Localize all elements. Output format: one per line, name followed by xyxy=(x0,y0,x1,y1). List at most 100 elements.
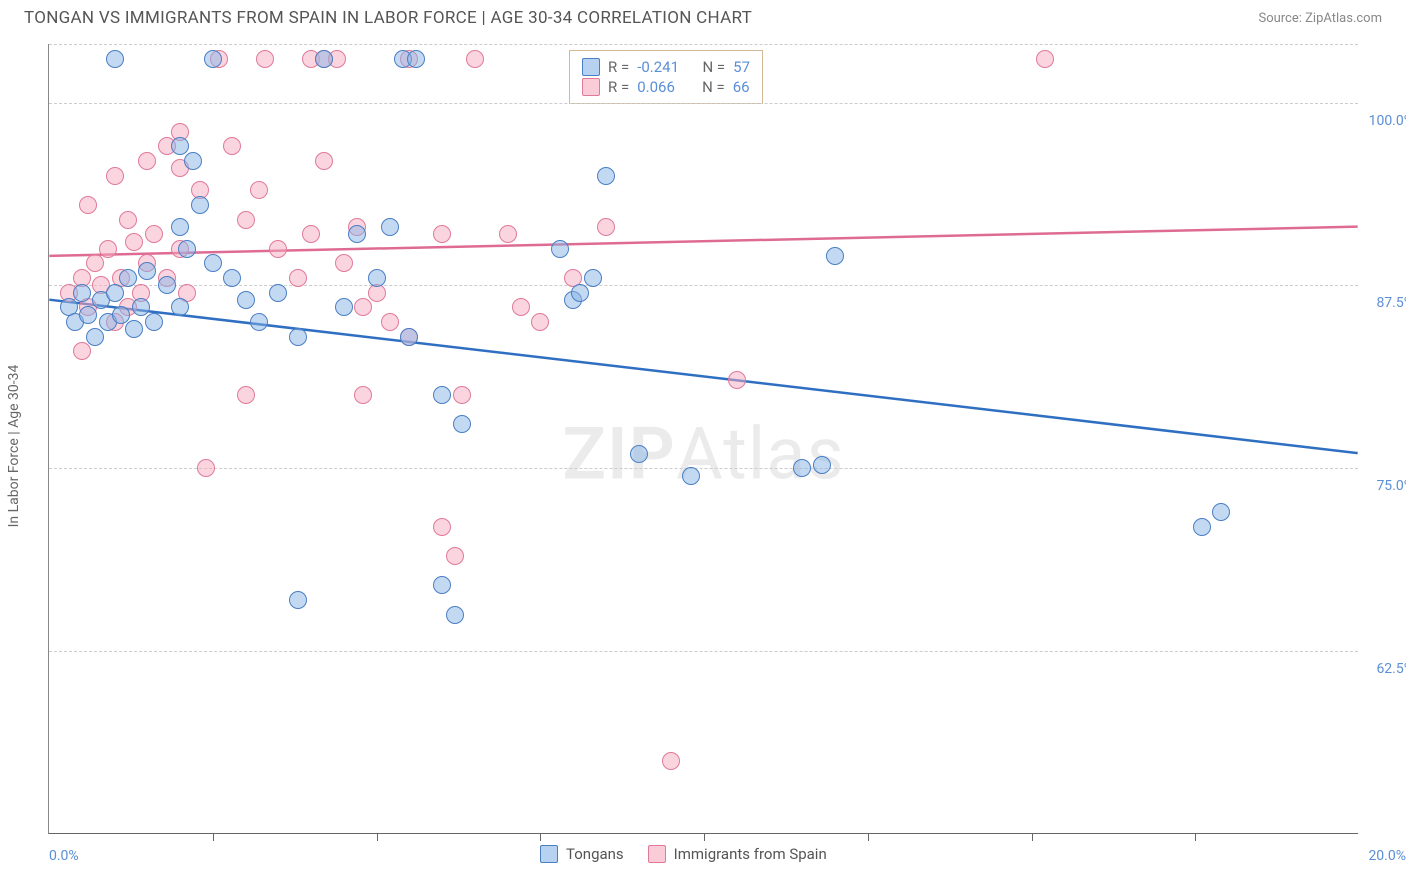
scatter-point-blue xyxy=(446,606,464,624)
scatter-point-blue xyxy=(145,313,163,331)
scatter-point-pink xyxy=(512,298,530,316)
scatter-point-pink xyxy=(433,518,451,536)
scatter-point-pink xyxy=(223,137,241,155)
scatter-point-pink xyxy=(99,240,117,258)
scatter-point-pink xyxy=(86,254,104,272)
scatter-point-pink xyxy=(73,342,91,360)
scatter-point-blue xyxy=(184,152,202,170)
scatter-point-blue xyxy=(335,298,353,316)
scatter-point-pink xyxy=(381,313,399,331)
y-tick-label: 87.5% xyxy=(1376,295,1406,311)
r-label: R = xyxy=(608,58,629,76)
scatter-point-pink xyxy=(289,269,307,287)
scatter-point-blue xyxy=(630,445,648,463)
scatter-point-blue xyxy=(223,269,241,287)
r-label: R = xyxy=(608,78,629,96)
legend-swatch-blue xyxy=(582,58,600,76)
scatter-point-pink xyxy=(269,240,287,258)
scatter-point-pink xyxy=(197,459,215,477)
y-tick-label: 75.0% xyxy=(1376,478,1406,494)
scatter-point-pink xyxy=(315,152,333,170)
trend-lines xyxy=(49,44,1358,833)
scatter-point-blue xyxy=(1212,503,1230,521)
scatter-point-blue xyxy=(400,328,418,346)
scatter-point-blue xyxy=(315,50,333,68)
x-tick-label: 0.0% xyxy=(49,848,79,864)
scatter-point-blue xyxy=(86,328,104,346)
x-tick xyxy=(213,833,214,841)
scatter-point-blue xyxy=(250,313,268,331)
scatter-point-pink xyxy=(728,371,746,389)
scatter-point-blue xyxy=(79,306,97,324)
scatter-point-pink xyxy=(250,181,268,199)
scatter-point-pink xyxy=(531,313,549,331)
series-name-pink: Immigrants from Spain xyxy=(674,845,827,863)
scatter-point-blue xyxy=(178,240,196,258)
scatter-point-blue xyxy=(407,50,425,68)
scatter-point-blue xyxy=(793,459,811,477)
scatter-point-blue xyxy=(171,298,189,316)
gridline xyxy=(49,468,1358,469)
scatter-point-blue xyxy=(551,240,569,258)
scatter-point-blue xyxy=(348,225,366,243)
scatter-point-blue xyxy=(289,328,307,346)
scatter-point-pink xyxy=(145,225,163,243)
r-value-blue: -0.241 xyxy=(637,58,679,76)
scatter-point-pink xyxy=(499,225,517,243)
scatter-point-pink xyxy=(335,254,353,272)
scatter-point-pink xyxy=(433,225,451,243)
scatter-point-pink xyxy=(597,218,615,236)
x-tick xyxy=(1195,833,1196,841)
legend-swatch-pink xyxy=(582,78,600,96)
legend-swatch-blue xyxy=(540,845,558,863)
gridline xyxy=(49,103,1358,104)
scatter-point-pink xyxy=(354,298,372,316)
trendline-pink xyxy=(49,227,1357,256)
gridline xyxy=(49,44,1358,45)
scatter-point-blue xyxy=(204,254,222,272)
scatter-point-blue xyxy=(158,276,176,294)
scatter-point-blue xyxy=(125,320,143,338)
scatter-point-pink xyxy=(256,50,274,68)
n-value-blue: 57 xyxy=(733,58,750,76)
scatter-point-blue xyxy=(106,284,124,302)
page-title: TONGAN VS IMMIGRANTS FROM SPAIN IN LABOR… xyxy=(24,8,752,28)
scatter-point-blue xyxy=(138,262,156,280)
scatter-point-blue xyxy=(171,137,189,155)
scatter-point-blue xyxy=(269,284,287,302)
scatter-point-blue xyxy=(381,218,399,236)
scatter-point-blue xyxy=(826,247,844,265)
scatter-point-blue xyxy=(682,467,700,485)
scatter-point-pink xyxy=(125,233,143,251)
scatter-point-blue xyxy=(584,269,602,287)
scatter-point-pink xyxy=(302,225,320,243)
scatter-point-pink xyxy=(354,386,372,404)
scatter-point-blue xyxy=(1193,518,1211,536)
y-tick-label: 100.0% xyxy=(1369,113,1406,129)
scatter-point-blue xyxy=(597,167,615,185)
scatter-point-blue xyxy=(433,386,451,404)
scatter-point-blue xyxy=(204,50,222,68)
scatter-point-blue xyxy=(132,298,150,316)
x-tick xyxy=(704,833,705,841)
y-axis-label: In Labor Force | Age 30-34 xyxy=(6,365,22,528)
r-value-pink: 0.066 xyxy=(637,78,675,96)
scatter-point-blue xyxy=(453,415,471,433)
scatter-point-blue xyxy=(813,456,831,474)
scatter-point-pink xyxy=(446,547,464,565)
trendline-blue xyxy=(49,300,1357,453)
n-label: N = xyxy=(702,78,725,96)
x-tick xyxy=(1032,833,1033,841)
scatter-point-blue xyxy=(73,284,91,302)
scatter-point-pink xyxy=(119,211,137,229)
scatter-point-blue xyxy=(106,50,124,68)
scatter-point-blue xyxy=(368,269,386,287)
series-legend: Tongans Immigrants from Spain xyxy=(540,844,827,864)
scatter-point-blue xyxy=(289,591,307,609)
source-attribution: Source: ZipAtlas.com xyxy=(1258,11,1382,26)
y-tick-label: 62.5% xyxy=(1376,661,1406,677)
scatter-point-pink xyxy=(453,386,471,404)
scatter-point-pink xyxy=(237,386,255,404)
scatter-point-blue xyxy=(171,218,189,236)
scatter-point-pink xyxy=(237,211,255,229)
